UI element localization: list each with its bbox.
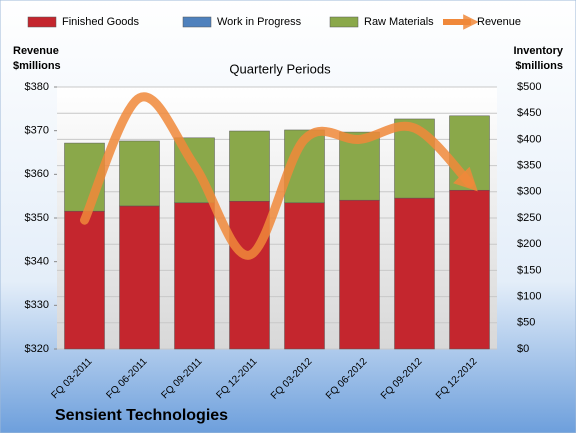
legend-swatch [27, 16, 57, 28]
bar [174, 202, 215, 350]
y-tick-label: $320 [25, 343, 49, 355]
bar [449, 189, 490, 350]
y-tick-label: $340 [25, 256, 49, 268]
legend-label: Revenue [477, 16, 521, 28]
y2-tick-label: $150 [517, 264, 541, 276]
legend-swatch [329, 16, 359, 28]
y-tick-label: $360 [25, 168, 49, 180]
y2-tick-label: $400 [517, 133, 541, 145]
bar [119, 140, 160, 207]
y2-axis-title: $millions [515, 60, 563, 72]
line [80, 92, 478, 260]
y2-tick-label: $350 [517, 160, 541, 172]
bar [284, 202, 325, 350]
legend-label: Raw Materials [364, 16, 434, 28]
y2-tick-label: $500 [517, 81, 541, 93]
y2-tick-label: $0 [517, 343, 529, 355]
y-tick-label: $380 [25, 81, 49, 93]
chart-title: Quarterly Periods [229, 61, 331, 76]
bar [119, 205, 160, 350]
y-tick-label: $330 [25, 299, 49, 311]
y2-tick-label: $200 [517, 238, 541, 250]
bar [394, 197, 435, 350]
bar [339, 199, 380, 350]
bar [229, 130, 270, 202]
y-tick-label: $370 [25, 125, 49, 137]
legend-swatch [182, 16, 212, 28]
footer: Sensient Technologies [55, 407, 228, 424]
y2-tick-label: $250 [517, 212, 541, 224]
y-axis-title: Revenue [13, 45, 59, 57]
y2-tick-label: $50 [517, 317, 535, 329]
bar [64, 210, 105, 350]
y-axis-title: $millions [13, 60, 61, 72]
legend-label: Work in Progress [217, 16, 302, 28]
y-tick-label: $350 [25, 212, 49, 224]
y2-tick-label: $300 [517, 186, 541, 198]
bar [229, 200, 270, 350]
y2-tick-label: $450 [517, 107, 541, 119]
y2-tick-label: $100 [517, 291, 541, 303]
legend-label: Finished Goods [62, 16, 140, 28]
y2-axis-title: Inventory [513, 45, 563, 57]
